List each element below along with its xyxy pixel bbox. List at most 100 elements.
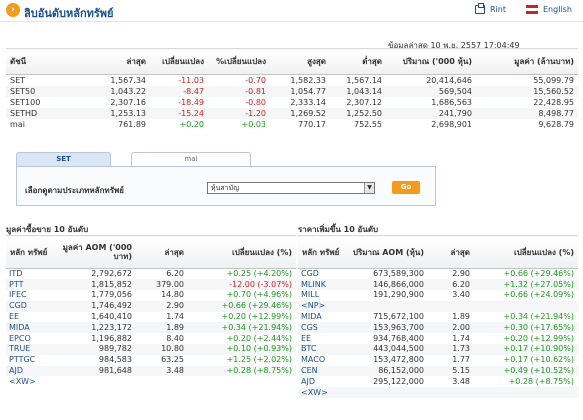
english-link[interactable]: English — [543, 5, 572, 14]
stock-symbol[interactable]: PTTGC — [9, 355, 36, 365]
col-header-last: ล่าสุด — [428, 235, 474, 269]
stock-symbol[interactable]: CGD — [6, 300, 56, 312]
col-header-value: มูลค่า (ล้านบาท) — [476, 48, 578, 75]
stock-symbol[interactable]: <XW> — [298, 387, 350, 399]
index-change: -15.24 — [150, 107, 208, 119]
stock-symbol[interactable]: <NP> — [298, 300, 350, 312]
tab-mai[interactable]: mai — [131, 152, 251, 166]
col-header-last: ล่าสุด — [136, 235, 188, 269]
stock-last: 6.20 — [166, 269, 184, 279]
index-low: 1,567.14 — [346, 75, 382, 85]
stock-aom: 1,640,410 — [91, 312, 132, 322]
printer-icon[interactable] — [475, 3, 485, 14]
stock-symbol[interactable]: <XW> — [9, 376, 36, 386]
stock-last — [428, 387, 474, 399]
stock-change: +1.32 (+27.05%) — [474, 279, 578, 291]
index-name[interactable]: SET — [10, 75, 26, 85]
security-type-filter: เลือกดูตามประเภทหลักทรัพย์ หุ้นสามัญ ▼ G… — [16, 166, 436, 206]
stock-symbol[interactable]: TRUE — [6, 344, 56, 355]
stock-aom — [350, 387, 428, 399]
stock-change: +0.20 (+2.44%) — [226, 333, 292, 343]
go-button[interactable]: Go — [392, 181, 420, 194]
stock-symbol[interactable]: CGD — [301, 269, 319, 279]
stock-symbol[interactable]: ITD — [9, 269, 23, 279]
stock-symbol[interactable]: EE — [301, 333, 312, 343]
index-name[interactable]: SETHD — [6, 107, 94, 119]
col-header-volume: ปริมาณ ('000 หุ้น) — [386, 48, 476, 75]
col-header-change: เปลี่ยนแปลง (%) — [188, 235, 296, 269]
table-row[interactable]: CGS 153,963,700 2.00 +0.30 (+17.65%) — [298, 322, 578, 334]
chevron-down-icon[interactable]: ▼ — [364, 183, 374, 193]
tab-set[interactable]: SET — [16, 152, 111, 166]
table-row[interactable]: CEN 86,152,000 5.15 +0.49 (+10.52%) — [298, 365, 578, 377]
table-row[interactable]: MLINK 146,866,000 6.20 +1.32 (+27.05%) — [298, 279, 578, 291]
table-row[interactable]: CGD 673,589,300 2.90 +0.66 (+29.46%) — [298, 269, 578, 280]
print-link[interactable]: Rint — [490, 5, 506, 14]
stock-aom: 984,583 — [98, 355, 132, 365]
table-row[interactable]: AJD 295,122,000 3.48 +0.28 (+8.75%) — [298, 376, 578, 387]
index-name[interactable]: SET50 — [6, 85, 94, 97]
stock-symbol[interactable]: PTT — [6, 279, 56, 291]
table-row[interactable]: MILL 191,290,900 3.40 +0.66 (+24.09%) — [298, 290, 578, 301]
table-row[interactable]: MIDA 1,223,172 1.89 +0.34 (+21.94%) — [6, 322, 296, 334]
stock-symbol[interactable]: EPCO — [9, 333, 31, 343]
table-row[interactable]: PTTGC 984,583 63.25 +1.25 (+2.02%) — [6, 355, 296, 366]
top-gainers-title: ราคาเพิ่มขึ้น 10 อันดับ — [298, 225, 379, 234]
stock-change — [474, 300, 578, 312]
index-name[interactable]: mai — [10, 119, 25, 129]
col-header-symbol: หลัก ทรัพย์ — [298, 235, 350, 269]
table-row[interactable]: AJD 981,648 3.48 +0.28 (+8.75%) — [6, 365, 296, 377]
stock-symbol[interactable]: BTC — [298, 344, 350, 355]
stock-symbol[interactable]: MLINK — [298, 279, 350, 291]
stock-last: 1.73 — [428, 344, 474, 355]
page-title: ลิบอันดับหลักทรัพย์ — [24, 7, 114, 20]
stock-change: +0.25 (+4.20%) — [226, 269, 292, 279]
stock-symbol[interactable]: EE — [9, 312, 20, 322]
table-row[interactable]: ITD 2,792,672 6.20 +0.25 (+4.20%) — [6, 269, 296, 280]
col-header-low: ต่ำสุด — [330, 48, 386, 75]
table-row[interactable]: IFEC 1,779,056 14.80 +0.70 (+4.96%) — [6, 290, 296, 301]
english-flag-icon[interactable] — [526, 5, 538, 14]
stock-aom — [56, 376, 136, 387]
table-row[interactable]: <NP> — [298, 300, 578, 312]
table-row[interactable]: PTT 1,815,852 379.00 -12.00 (-3.07%) — [6, 279, 296, 291]
stock-symbol[interactable]: CGS — [298, 322, 350, 334]
index-row[interactable]: SET 1,567.34 -11.03 -0.70 1,582.33 1,567.14 20… — [6, 75, 578, 86]
security-type-select[interactable]: หุ้นสามัญ ▼ — [207, 182, 375, 194]
table-row[interactable]: TRUE 989,782 10.80 +0.10 (+0.93%) — [6, 344, 296, 355]
index-value: 15,560.52 — [476, 85, 578, 97]
stock-last: 1.89 — [452, 312, 470, 322]
stock-symbol[interactable]: MIDA — [301, 312, 322, 322]
table-row[interactable]: EE 934,768,400 1.74 +0.20 (+12.99%) — [298, 333, 578, 344]
stock-last: 2.90 — [452, 269, 470, 279]
index-row[interactable]: SET100 2,307.16 -18.49 -0.80 2,333.14 2,307.1… — [6, 97, 578, 108]
table-row[interactable]: BTC 443,044,500 1.73 +0.17 (+10.90%) — [298, 344, 578, 355]
stock-symbol[interactable]: AJD — [6, 365, 56, 377]
stock-symbol[interactable]: MIDA — [6, 322, 56, 334]
stock-last — [136, 376, 188, 387]
table-row[interactable]: CGD 1,746,492 2.90 +0.66 (+29.46%) — [6, 300, 296, 312]
index-pct-change: -0.70 — [245, 75, 266, 85]
stock-symbol[interactable]: AJD — [301, 376, 315, 386]
stock-aom: 86,152,000 — [350, 365, 428, 377]
index-name[interactable]: SET100 — [10, 97, 41, 107]
index-row[interactable]: SETHD 1,253.13 -15.24 -1.20 1,269.52 1,252.50… — [6, 107, 578, 119]
table-row[interactable]: EPCO 1,196,882 8.40 +0.20 (+2.44%) — [6, 333, 296, 344]
stock-aom: 191,290,900 — [373, 290, 424, 300]
index-row[interactable]: mai 761.89 +0.20 +0.03 770.17 752.55 2,698,901… — [6, 119, 578, 130]
table-row[interactable]: MIDA 715,672,100 1.89 +0.34 (+21.94%) — [298, 312, 578, 323]
table-row[interactable]: <XW> — [6, 376, 296, 387]
stock-change: +0.28 (+8.75%) — [188, 365, 296, 377]
stock-symbol[interactable]: CEN — [298, 365, 350, 377]
stock-symbol[interactable]: MILL — [301, 290, 320, 300]
stock-last: 2.90 — [136, 300, 188, 312]
stock-symbol[interactable]: MACO — [301, 355, 326, 365]
stock-symbol[interactable]: IFEC — [9, 290, 27, 300]
table-row[interactable]: <XW> — [298, 387, 578, 399]
index-row[interactable]: SET50 1,043.22 -8.47 -0.81 1,054.77 1,043.14 5… — [6, 85, 578, 97]
index-pct-change: -0.81 — [208, 85, 270, 97]
table-row[interactable]: MACO 153,472,800 1.77 +0.17 (+10.62%) — [298, 355, 578, 366]
stock-change: +0.20 (+12.99%) — [503, 333, 574, 343]
index-low: 1,043.14 — [330, 85, 386, 97]
table-row[interactable]: EE 1,640,410 1.74 +0.20 (+12.99%) — [6, 312, 296, 323]
